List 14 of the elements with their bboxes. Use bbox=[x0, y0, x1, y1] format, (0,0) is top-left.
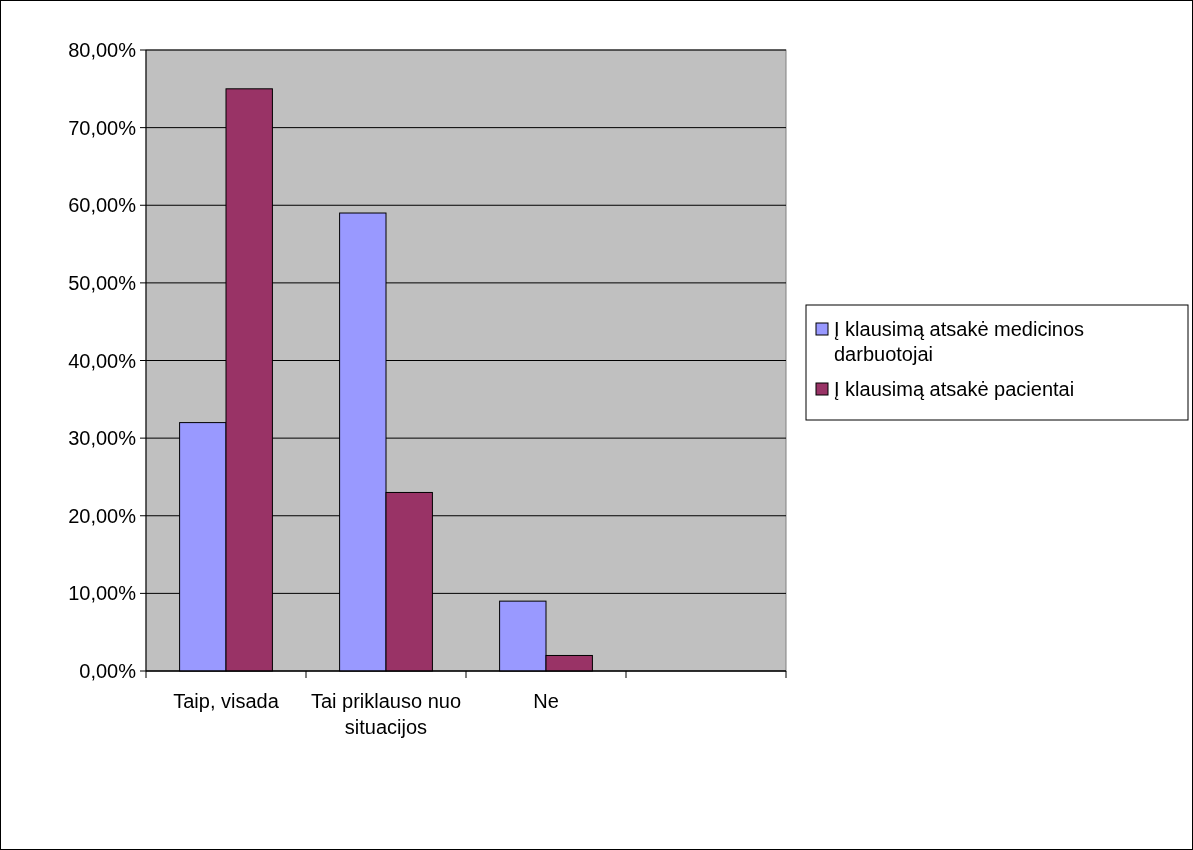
x-tick-label: Tai priklauso nuo situacijos bbox=[310, 690, 462, 738]
legend-label: Į klausimą atsakė medicinos darbuotojai bbox=[834, 318, 1085, 365]
y-tick-label: 80,00% bbox=[68, 39, 137, 61]
x-tick-label: Ne bbox=[533, 690, 559, 712]
y-tick-label: 70,00% bbox=[68, 116, 137, 139]
y-tick-label: 0,00% bbox=[79, 660, 137, 682]
y-tick-label: 10,00% bbox=[68, 582, 137, 605]
y-tick-label: 20,00% bbox=[68, 504, 137, 527]
x-tick-label: Taip, visada bbox=[173, 690, 280, 712]
legend-label: Į klausimą atsakė pacientai bbox=[834, 378, 1075, 400]
y-tick-label: 60,00% bbox=[68, 194, 137, 217]
y-tick-label: 40,00% bbox=[68, 349, 137, 372]
y-tick-label: 50,00% bbox=[68, 271, 137, 294]
y-tick-label: 30,00% bbox=[68, 427, 137, 450]
